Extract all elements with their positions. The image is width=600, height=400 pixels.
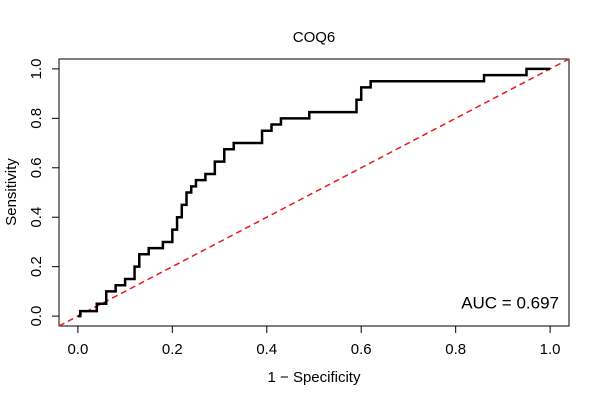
y-tick-label: 0.4 xyxy=(28,207,45,228)
x-axis-label: 1 − Specificity xyxy=(268,369,361,386)
y-tick-label: 0.0 xyxy=(28,306,45,327)
x-tick-label: 0.8 xyxy=(445,341,466,358)
reference-line xyxy=(58,58,570,327)
chart-title: COQ6 xyxy=(293,29,336,46)
x-tick-label: 0.2 xyxy=(162,341,183,358)
x-tick-label: 0.0 xyxy=(67,341,88,358)
y-tick-label: 0.8 xyxy=(28,108,45,129)
x-tick-label: 0.6 xyxy=(351,341,372,358)
y-tick-label: 0.6 xyxy=(28,157,45,178)
x-tick-label: 1.0 xyxy=(540,341,561,358)
x-tick-label: 0.4 xyxy=(256,341,277,358)
y-axis-label: Sensitivity xyxy=(3,158,20,226)
roc-curve xyxy=(77,67,551,318)
y-tick-label: 1.0 xyxy=(28,58,45,79)
auc-annotation: AUC = 0.697 xyxy=(461,293,559,312)
y-tick-label: 0.2 xyxy=(28,256,45,277)
